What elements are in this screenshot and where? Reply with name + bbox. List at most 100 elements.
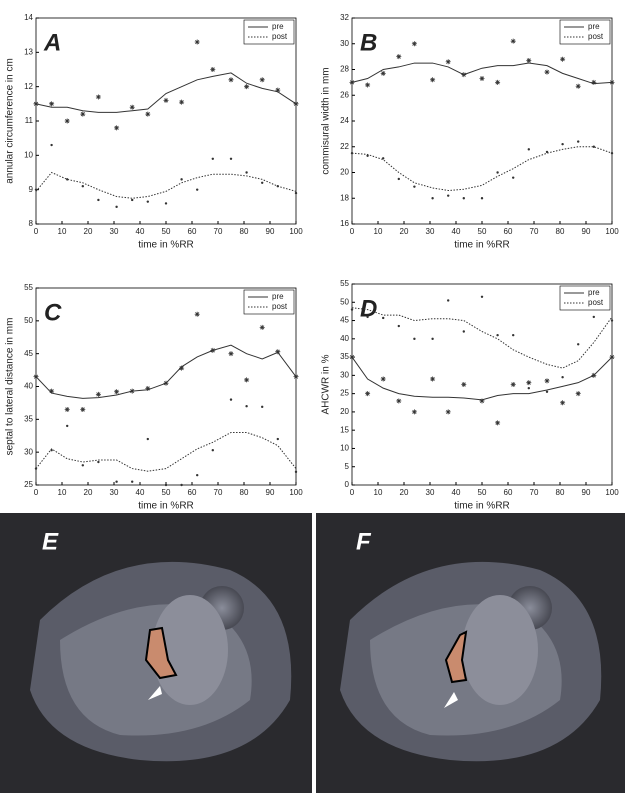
x-tick-label: 100 — [289, 227, 303, 236]
x-tick-label: 40 — [136, 488, 145, 497]
point-marker — [97, 198, 100, 202]
x-tick-label: 20 — [84, 488, 93, 497]
x-tick-label: 10 — [374, 227, 383, 236]
series-line — [351, 356, 613, 401]
y-tick-label: 13 — [24, 47, 33, 56]
point-marker — [610, 151, 614, 155]
y-tick-label: 50 — [24, 316, 33, 325]
x-tick-label: 90 — [582, 488, 591, 497]
series-line — [351, 146, 613, 192]
point-marker — [131, 198, 134, 202]
point-marker — [592, 315, 595, 319]
y-tick-label: 30 — [340, 39, 349, 48]
point-marker — [591, 372, 597, 378]
x-tick-label: 70 — [530, 227, 539, 236]
y-tick-label: 30 — [340, 370, 349, 379]
y-tick-label: 24 — [340, 116, 349, 125]
point-marker — [382, 316, 385, 320]
y-tick-label: 35 — [24, 414, 33, 423]
series-line — [35, 72, 297, 113]
point-marker — [49, 101, 55, 107]
x-axis-title: time in %RR — [138, 501, 194, 512]
point-marker — [244, 84, 250, 90]
x-tick-label: 100 — [605, 227, 619, 236]
point-marker — [80, 111, 86, 117]
point-marker — [261, 405, 264, 409]
point-marker — [50, 448, 53, 452]
point-marker — [350, 151, 354, 155]
y-axis-title: annular circumference in cm — [5, 58, 16, 184]
point-marker — [365, 82, 371, 88]
point-marker — [115, 480, 118, 483]
point-marker — [66, 178, 69, 181]
y-tick-label: 20 — [340, 407, 349, 416]
x-tick-label: 30 — [110, 488, 119, 497]
point-marker — [366, 315, 369, 319]
point-marker — [34, 188, 38, 191]
x-tick-label: 20 — [400, 227, 409, 236]
point-marker — [411, 41, 417, 47]
point-marker — [577, 343, 580, 346]
y-axis-title: commisural width in mm — [321, 67, 332, 174]
point-marker — [510, 38, 516, 44]
y-tick-label: 22 — [340, 142, 349, 151]
x-tick-label: 20 — [84, 227, 93, 236]
point-marker — [293, 101, 299, 107]
point-marker — [479, 398, 485, 404]
legend-label: post — [272, 302, 288, 311]
point-marker — [512, 333, 515, 337]
x-tick-label: 40 — [452, 227, 461, 236]
y-tick-label: 28 — [340, 65, 349, 74]
point-marker — [349, 79, 355, 85]
series-line — [35, 344, 297, 399]
point-marker — [115, 205, 118, 209]
legend-label: pre — [272, 22, 284, 31]
point-marker — [81, 185, 85, 188]
legend-box — [559, 19, 611, 45]
panel-letter: D — [360, 295, 377, 322]
plot-area — [351, 17, 613, 225]
point-marker — [261, 181, 264, 184]
point-marker — [245, 171, 248, 174]
point-marker — [294, 191, 298, 195]
point-marker — [480, 295, 484, 298]
point-marker — [609, 354, 615, 360]
point-marker — [164, 202, 168, 205]
point-marker — [211, 157, 214, 160]
point-marker — [228, 351, 234, 357]
y-tick-label: 9 — [29, 185, 34, 194]
y-tick-label: 10 — [24, 150, 33, 159]
point-marker — [81, 464, 85, 467]
point-marker — [413, 337, 416, 341]
x-tick-label: 10 — [58, 488, 67, 497]
point-marker — [259, 77, 265, 83]
point-marker — [609, 79, 615, 85]
point-marker — [445, 409, 451, 415]
point-marker — [210, 347, 216, 353]
y-tick-label: 45 — [340, 316, 349, 325]
x-tick-label: 50 — [478, 488, 487, 497]
point-marker — [561, 142, 564, 146]
x-tick-label: 60 — [504, 227, 513, 236]
point-marker — [350, 308, 354, 311]
y-tick-label: 20 — [340, 168, 349, 177]
point-marker — [575, 391, 581, 397]
point-marker — [396, 54, 402, 60]
point-marker — [146, 200, 149, 203]
x-tick-label: 80 — [240, 488, 249, 497]
point-marker — [276, 185, 279, 188]
series-line — [351, 307, 613, 369]
point-marker — [592, 145, 595, 148]
point-marker — [245, 405, 248, 408]
point-marker — [33, 101, 39, 107]
point-marker — [275, 87, 281, 93]
point-marker — [380, 70, 386, 76]
point-marker — [163, 380, 169, 386]
x-tick-label: 30 — [110, 227, 119, 236]
point-marker — [396, 398, 402, 404]
point-marker — [610, 319, 614, 322]
legend-label: post — [588, 298, 604, 307]
point-marker — [479, 76, 485, 82]
x-tick-label: 90 — [266, 227, 275, 236]
point-marker — [462, 330, 465, 333]
